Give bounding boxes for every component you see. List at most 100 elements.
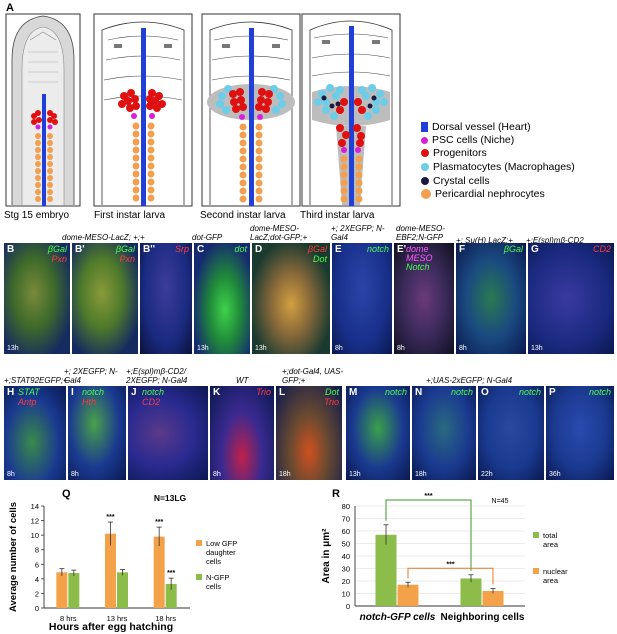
- time-label: 13h: [255, 345, 267, 352]
- micrograph-E2: E' dome MESO Notch 8h: [394, 243, 454, 354]
- x-tick-label: 13 hrs: [107, 614, 128, 623]
- channel-label: Srp: [174, 244, 189, 254]
- sample-size-note: N=13LG: [154, 493, 187, 503]
- time-label: 8h: [335, 345, 343, 352]
- bar: [56, 572, 68, 608]
- time-label: 18h: [415, 471, 427, 478]
- channel-label: βGal: [307, 244, 327, 254]
- panel-label: F: [459, 244, 466, 255]
- chart-label-Q: Q: [62, 488, 71, 500]
- panel-label: G: [531, 244, 539, 255]
- bar: [375, 534, 397, 606]
- y-tick-label: 80: [342, 502, 350, 511]
- y-tick-label: 10: [31, 531, 39, 540]
- panel-label: B'': [143, 244, 155, 255]
- panel-label: M: [349, 387, 358, 398]
- channel-label: Trio: [324, 397, 339, 407]
- genotype-L: +;dot-Gal4, UAS-GFP;+: [282, 367, 344, 385]
- channel-label: Trio: [256, 387, 271, 397]
- panel-label: E: [335, 244, 342, 255]
- legend-label: daughter: [206, 548, 236, 557]
- bar: [153, 536, 165, 608]
- panel-label: B': [75, 244, 85, 255]
- channel-label: notch: [366, 244, 389, 254]
- time-label: 8h: [397, 345, 405, 352]
- significance-marker: ***: [106, 514, 114, 521]
- legend-label: total: [543, 531, 558, 540]
- channel-label: notch: [384, 387, 407, 397]
- micrograph-D: D βGal Dot 13h: [252, 243, 330, 354]
- channel-label: CD2: [142, 397, 161, 407]
- legend-swatch-bar: [421, 122, 428, 133]
- legend-item-crystal: Crystal cells: [421, 175, 490, 187]
- genotype-C: dot-GFP: [192, 233, 223, 242]
- time-label: 13h: [197, 345, 209, 352]
- bar-chart-Q: 0 2 4 6 8 10 12 14 8 hrs 13 hrs *** 18 hrs *** *** Ave…: [8, 493, 237, 633]
- genotype-B: dome-MESO-LacZ; +;+: [62, 233, 145, 242]
- genotype-K: WT: [236, 376, 249, 385]
- panel-label: B: [7, 244, 15, 255]
- bar: [105, 533, 116, 608]
- panel-label: P: [549, 387, 556, 398]
- y-tick-label: 60: [342, 527, 350, 536]
- y-tick-label: 50: [342, 540, 350, 549]
- legend-item-dorsal-vessel: Dorsal vessel (Heart): [421, 121, 531, 133]
- legend-item-progenitors: Progenitors: [421, 147, 487, 159]
- panel-label: I: [71, 387, 74, 398]
- micrograph-F: F βGal 8h: [456, 243, 526, 354]
- channel-label: Dot: [312, 254, 327, 264]
- y-tick-label: 40: [342, 552, 350, 561]
- micrograph-L: L Dot Trio 18h: [276, 386, 342, 480]
- significance-marker: ***: [155, 519, 163, 526]
- channel-label: dome: [406, 244, 429, 254]
- micrograph-J: J notch CD2: [128, 386, 208, 480]
- legend-swatch: [196, 574, 202, 580]
- channel-label: Hth: [82, 397, 97, 407]
- y-tick-label: 14: [31, 502, 39, 511]
- legend-swatch-dot: [421, 189, 431, 200]
- stage-label-4: Third instar larva: [300, 210, 375, 221]
- legend-label: area: [543, 540, 559, 549]
- micrograph-B3: B'' Srp: [140, 243, 192, 354]
- time-label: 8h: [459, 345, 467, 352]
- micrograph-O: O notch 22h: [478, 386, 544, 480]
- micrograph-C: C dot 13h: [194, 243, 250, 354]
- channel-label: Notch: [406, 262, 430, 272]
- channel-label: βGal: [115, 244, 135, 254]
- panel-label: N: [415, 387, 423, 398]
- channel-label: STAT: [18, 387, 40, 397]
- micrograph-N: N notch 18h: [412, 386, 476, 480]
- legend-swatch-dot: [421, 177, 429, 186]
- x-tick-label: Neighboring cells: [441, 612, 525, 623]
- legend-swatch-dot: [421, 163, 429, 172]
- time-label: 13h: [349, 471, 361, 478]
- bar: [482, 591, 504, 606]
- legend-swatch-dot: [421, 136, 428, 144]
- genotype-I: +; 2XEGFP; N-Gal4: [64, 367, 118, 385]
- panel-label: H: [7, 387, 15, 398]
- legend-item-plasmatocytes: Plasmatocytes (Macrophages): [421, 161, 575, 173]
- x-tick-label: notch-GFP cells: [360, 612, 436, 623]
- stage-label-1: Stg 15 embryo: [4, 210, 70, 221]
- significance-bracket: [385, 499, 472, 571]
- legend-label: Low GFP: [206, 539, 237, 548]
- x-tick-label: 18 hrs: [155, 614, 176, 623]
- bar-chart-R: 0 10 20 30 40 50 60 70 80 notch-GFP cells Neighbor…: [321, 493, 568, 623]
- time-label: 8h: [7, 471, 15, 478]
- bar: [397, 584, 419, 606]
- panel-label: O: [481, 387, 489, 398]
- genotype-J: +;E(spl)mβ-CD2/ 2XEGFP; N-Gal4: [126, 367, 188, 385]
- stage-label-3: Second instar larva: [200, 210, 286, 221]
- y-tick-label: 10: [342, 590, 350, 599]
- schematic-larvae: [5, 13, 401, 207]
- legend-swatch: [533, 532, 539, 538]
- significance-marker: ***: [167, 570, 175, 577]
- y-axis-label: Area in μm²: [321, 528, 332, 584]
- significance-marker: ***: [446, 561, 454, 568]
- x-tick-label: 8 hrs: [60, 614, 77, 623]
- micrograph-P: P notch 36h: [546, 386, 614, 480]
- y-tick-label: 20: [342, 577, 350, 586]
- channel-label: CD2: [592, 244, 611, 254]
- genotype-F: +; Su(H) LacZ;+: [456, 236, 513, 245]
- panel-label: E': [397, 244, 407, 255]
